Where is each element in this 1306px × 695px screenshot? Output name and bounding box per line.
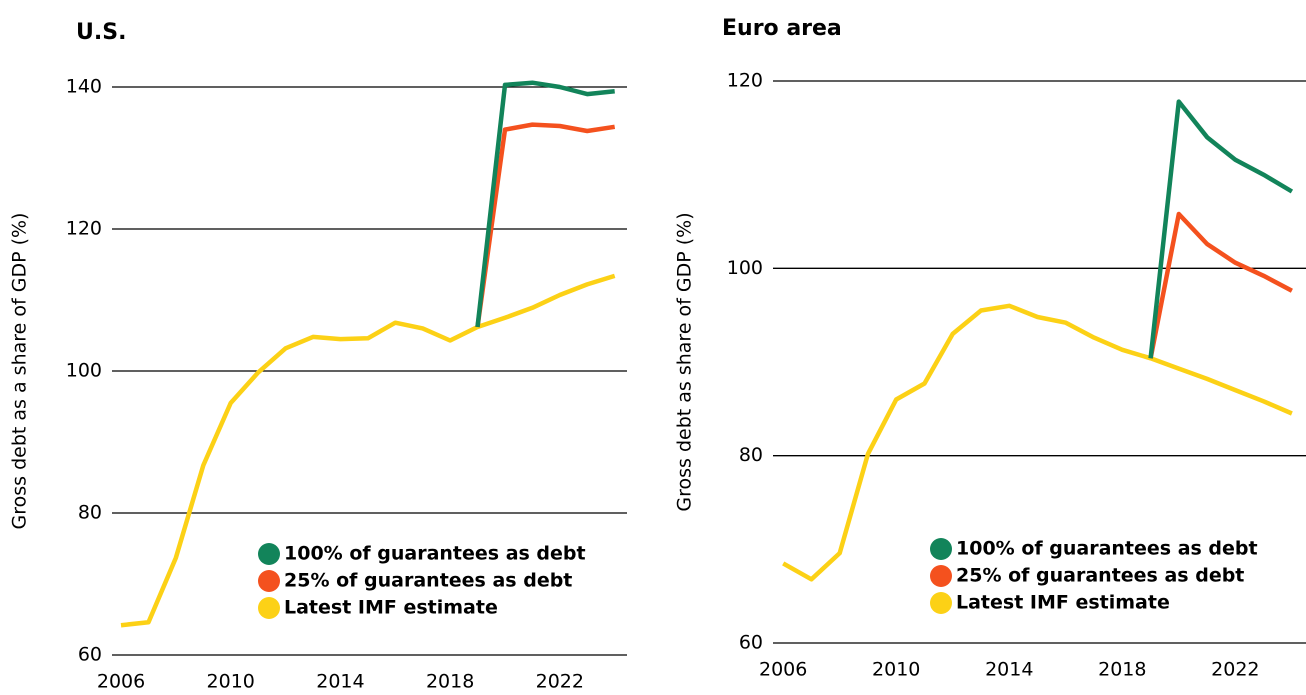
x-tick-label: 2018	[1098, 659, 1146, 681]
x-tick-label: 2014	[316, 671, 364, 693]
y-tick-label: 120	[66, 218, 102, 240]
legend-marker	[930, 592, 952, 614]
legend-marker	[930, 565, 952, 587]
y-tick-label: 100	[727, 257, 763, 279]
data-line	[475, 80, 615, 328]
legend-marker	[930, 538, 952, 560]
x-tick-label: 2006	[759, 659, 807, 681]
y-tick-label: 60	[78, 644, 102, 666]
legend-label: Latest IMF estimate	[284, 597, 498, 619]
y-tick-label: 140	[66, 76, 102, 98]
y-tick-label: 100	[66, 360, 102, 382]
legend-label: Latest IMF estimate	[956, 592, 1170, 614]
y-tick-label: 80	[739, 444, 763, 466]
x-tick-label: 2006	[97, 671, 145, 693]
x-tick-label: 2022	[536, 671, 584, 693]
legend-marker	[258, 543, 280, 565]
y-tick-label: 120	[727, 70, 763, 92]
x-tick-label: 2018	[426, 671, 474, 693]
legend-label: 25% of guarantees as debt	[284, 570, 572, 592]
x-tick-label: 2022	[1211, 659, 1259, 681]
data-line	[1148, 99, 1294, 359]
legend-marker	[258, 570, 280, 592]
y-tick-label: 60	[739, 632, 763, 654]
chart-title: U.S.	[76, 20, 126, 45]
legend-label: 25% of guarantees as debt	[956, 565, 1244, 587]
legend-marker	[258, 597, 280, 619]
x-tick-label: 2010	[872, 659, 920, 681]
y-tick-label: 80	[78, 502, 102, 524]
data-line	[782, 303, 1293, 582]
y-axis-label: Gross debt as share of GDP (%)	[674, 212, 696, 511]
data-line	[120, 273, 616, 628]
x-tick-label: 2010	[207, 671, 255, 693]
data-line	[1148, 211, 1293, 359]
legend-label: 100% of guarantees as debt	[956, 538, 1258, 560]
legend-label: 100% of guarantees as debt	[284, 543, 586, 565]
x-tick-label: 2014	[985, 659, 1033, 681]
chart-title: Euro area	[722, 16, 842, 41]
y-axis-label: Gross debt as a share of GDP (%)	[9, 213, 31, 530]
data-line	[475, 122, 616, 328]
